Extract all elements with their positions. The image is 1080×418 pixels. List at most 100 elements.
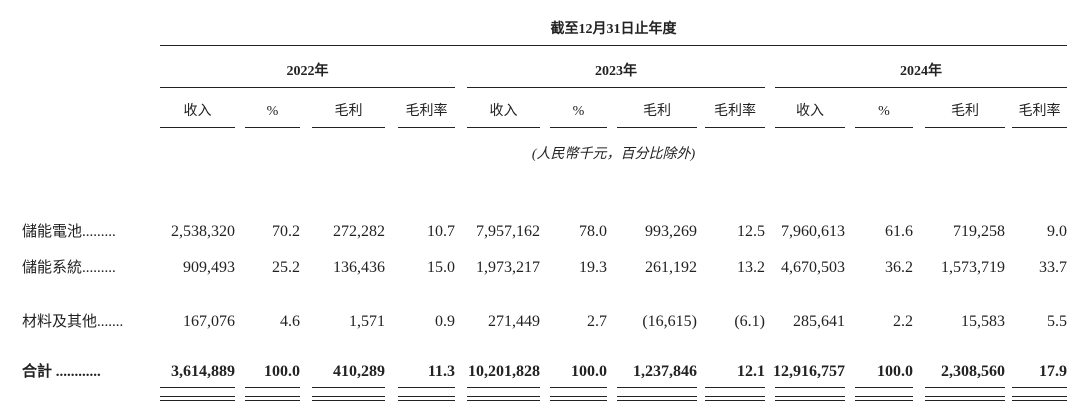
cell: 100.0 [571,363,607,380]
column-header: 收入 [489,104,518,119]
cell: 1,573,719 [941,259,1005,276]
column-header: 毛利 [951,104,979,119]
double-rule [312,396,385,397]
cell: 7,957,162 [476,223,540,240]
double-rule [617,396,697,397]
row-label: 材料及其他....... [22,314,124,330]
double-rule [925,400,1005,401]
cell: 719,258 [953,223,1005,240]
cell: 272,282 [333,223,385,240]
row-label: 儲能電池......... [22,224,116,240]
cell: 10,201,828 [468,363,540,380]
rule [467,387,540,388]
rule [160,45,1067,46]
rule [855,127,913,128]
cell: 4,670,503 [781,259,845,276]
double-rule [245,396,300,397]
double-rule [160,400,235,401]
rule [312,387,385,388]
row-label: 儲能系統......... [22,260,116,276]
unit-note: (人民幣千元，百分比除外) [531,147,696,162]
cell: 7,960,613 [781,223,845,240]
cell: 0.9 [435,313,455,330]
double-rule [160,396,235,397]
cell: 100.0 [264,363,300,380]
double-rule [245,400,300,401]
cell: 61.6 [885,223,913,240]
cell: 285,641 [793,313,845,330]
cell: 11.3 [427,363,455,380]
cell: 4.6 [280,313,300,330]
cell: 1,571 [349,313,385,330]
rule [775,127,845,128]
cell: 167,076 [183,313,235,330]
double-rule [1012,396,1067,397]
cell: 33.7 [1039,259,1067,276]
double-rule [855,396,913,397]
cell: 993,269 [645,223,697,240]
double-rule [705,396,765,397]
rule [775,87,1067,88]
rule [398,387,455,388]
period-header: 截至12月31日止年度 [550,22,677,37]
double-rule [398,400,455,401]
column-header: 毛利 [643,104,671,119]
cell: 13.2 [737,259,765,276]
cell: 10.7 [427,223,455,240]
rule [160,387,235,388]
cell: 5.5 [1047,313,1067,330]
cell: 271,449 [488,313,540,330]
cell: 9.0 [1047,223,1067,240]
column-header: 毛利率 [714,104,756,119]
cell: 78.0 [579,223,607,240]
rule [550,127,607,128]
double-rule [775,396,845,397]
rule [617,127,697,128]
rule [312,127,385,128]
cell: 12,916,757 [773,363,845,380]
column-header: 收入 [183,104,212,119]
rule [775,387,845,388]
cell: 12.1 [737,363,765,380]
cell: 2,308,560 [941,363,1005,380]
rule [705,127,765,128]
double-rule [550,396,607,397]
cell: 261,192 [645,259,697,276]
cell: (6.1) [734,313,765,330]
rule [925,387,1005,388]
cell: 410,289 [333,363,385,380]
rule [705,387,765,388]
rule [550,387,607,388]
column-header: % [878,104,890,119]
cell: 1,237,846 [633,363,697,380]
cell: 15.0 [427,259,455,276]
double-rule [550,400,607,401]
rule [925,127,1005,128]
rule [398,127,455,128]
row-label: 合計 ............ [22,364,101,380]
rule [245,387,300,388]
double-rule [925,396,1005,397]
rule [855,387,913,388]
cell: 2,538,320 [171,223,235,240]
double-rule [705,400,765,401]
double-rule [398,396,455,397]
double-rule [775,400,845,401]
cell: 3,614,889 [171,363,235,380]
cell: 2.2 [893,313,913,330]
cell: 1,973,217 [476,259,540,276]
column-header: 毛利率 [405,104,448,119]
column-header: 收入 [796,104,824,119]
cell: 100.0 [877,363,913,380]
cell: 36.2 [885,259,913,276]
column-header: 毛利率 [1018,104,1061,119]
double-rule [1012,400,1067,401]
double-rule [467,400,540,401]
rule [467,87,765,88]
cell: 19.3 [579,259,607,276]
cell: (16,615) [642,313,697,330]
cell: 12.5 [737,223,765,240]
rule [1012,387,1067,388]
cell: 15,583 [961,313,1005,330]
year-header: 2023年 [595,64,637,79]
